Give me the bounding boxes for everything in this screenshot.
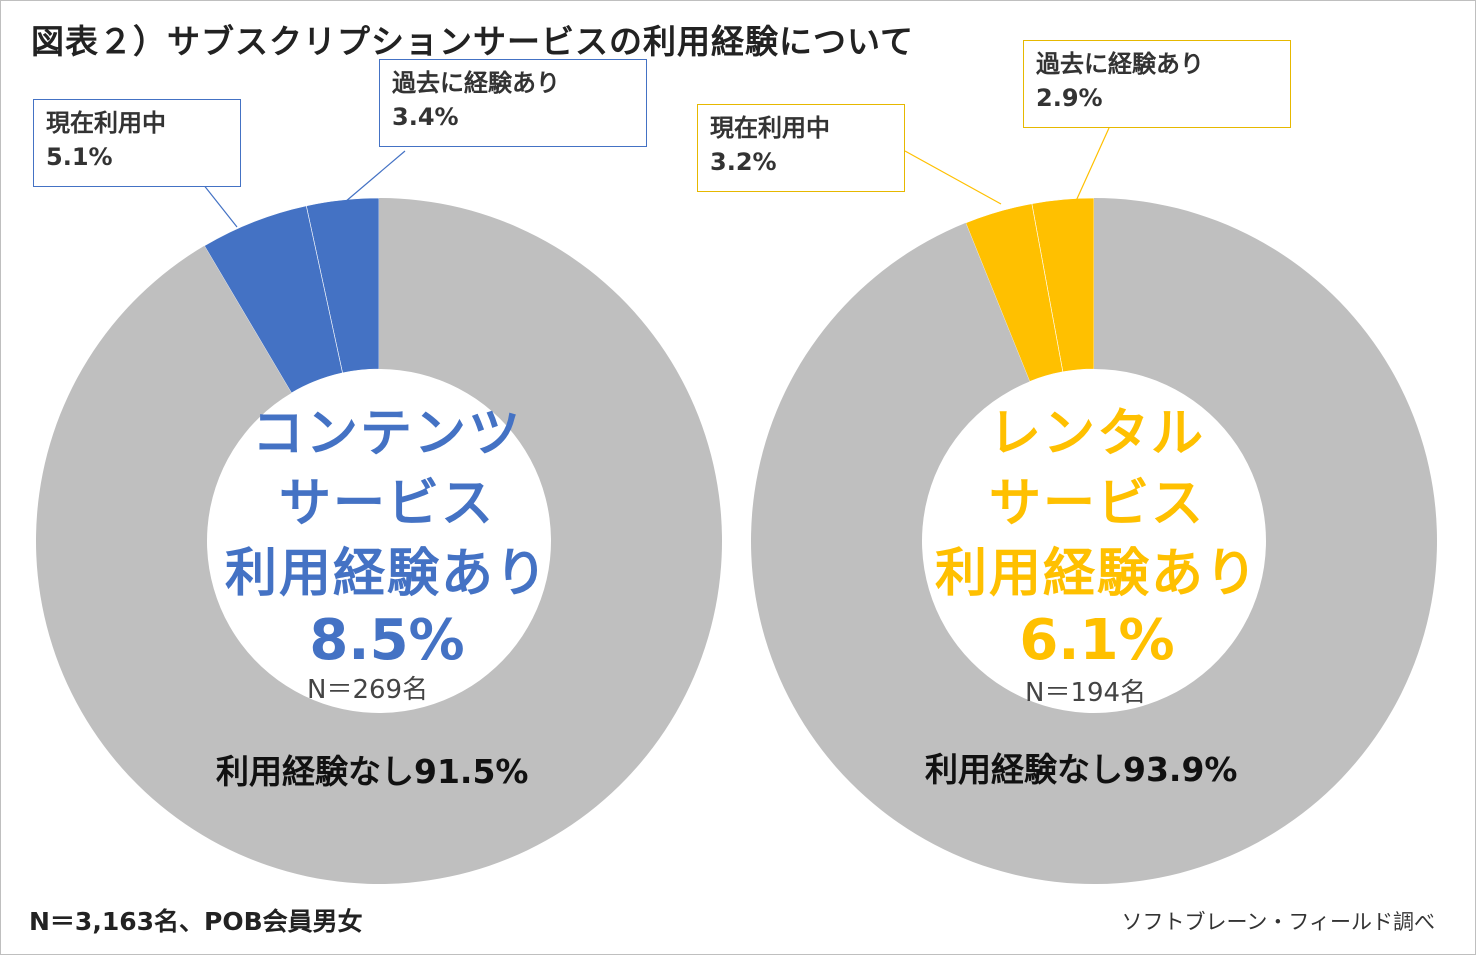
center-line-1: レンタル xyxy=(988,404,1205,464)
donut-chart-rental xyxy=(750,197,1437,884)
callout-current-use-contents: 現在利用中 5.1% xyxy=(33,99,241,187)
slice-no-use-1 xyxy=(750,198,1437,884)
footer-source: ソフトブレーン・フィールド調べ xyxy=(1121,910,1435,934)
callout-past-use-contents: 過去に経験あり 3.4% xyxy=(379,59,647,147)
callout-label: 現在利用中 xyxy=(710,114,830,142)
callout-current-use-rental: 現在利用中 3.2% xyxy=(697,104,905,192)
callout-leader-lines xyxy=(198,127,1110,228)
center-label-rental: レンタル サービス 利用経験あり 6.1% xyxy=(919,399,1275,673)
slice-label-none-rental: 利用経験なし93.9% xyxy=(925,750,1238,789)
leader-current-use-rental xyxy=(904,150,1002,205)
callout-label: 過去に経験あり xyxy=(1036,50,1204,78)
leader-past-use-rental xyxy=(1075,127,1110,202)
callout-past-use-rental: 過去に経験あり 2.9% xyxy=(1023,40,1291,128)
center-line-1: コンテンツ xyxy=(251,404,522,464)
slice-no-use-0 xyxy=(35,198,723,884)
slice-label-none-contents: 利用経験なし91.5% xyxy=(216,752,529,791)
callout-value: 3.4% xyxy=(392,103,459,131)
center-label-contents: コンテンツ サービス 利用経験あり 8.5% xyxy=(209,399,565,673)
callout-value: 3.2% xyxy=(710,148,777,176)
slice-current-use-1 xyxy=(965,203,1064,382)
center-line-3: 利用経験あり xyxy=(934,544,1259,604)
center-value: 8.5% xyxy=(309,608,465,673)
center-line-2: サービス xyxy=(988,474,1205,534)
callout-label: 現在利用中 xyxy=(46,109,166,137)
leader-past-use-contents xyxy=(344,150,406,203)
chart-title: 図表２）サブスクリプションサービスの利用経験について xyxy=(31,22,915,61)
callout-value: 5.1% xyxy=(46,143,113,171)
n-label-rental: N＝194名 xyxy=(1025,678,1147,708)
leader-current-use-contents xyxy=(198,178,238,228)
slice-current-use-0 xyxy=(203,205,343,394)
footer-sample-note: N＝3,163名、POB会員男女 xyxy=(29,907,363,936)
center-line-3: 利用経験あり xyxy=(224,544,549,604)
callout-label: 過去に経験あり xyxy=(392,69,560,97)
n-label-contents: N＝269名 xyxy=(307,675,429,705)
donut-chart-contents xyxy=(35,197,723,884)
callout-value: 2.9% xyxy=(1036,84,1103,112)
center-line-2: サービス xyxy=(278,474,495,534)
center-value: 6.1% xyxy=(1019,608,1175,673)
